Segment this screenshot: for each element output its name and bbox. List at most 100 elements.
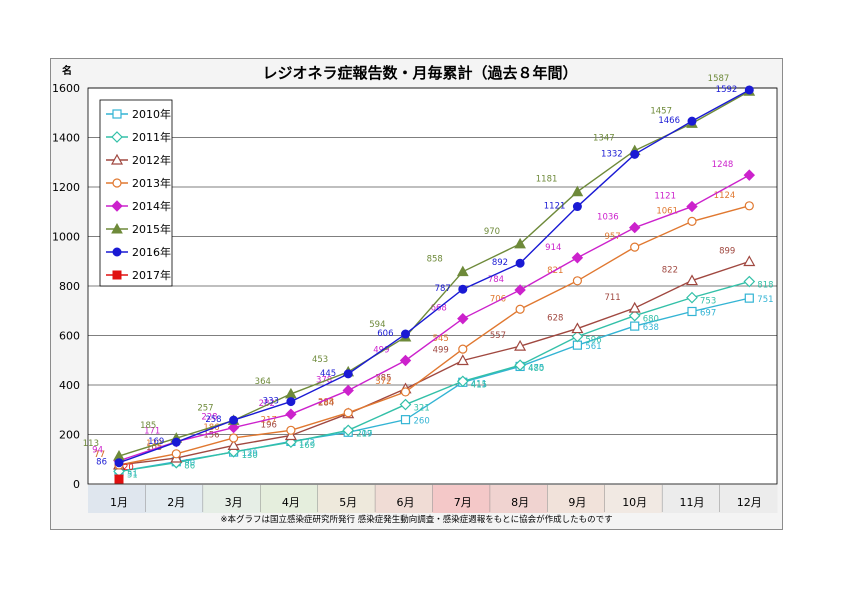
- data-label: 818: [757, 281, 773, 291]
- data-label: 697: [700, 308, 716, 318]
- data-point: [400, 415, 411, 425]
- legend-marker: [112, 247, 122, 257]
- data-label: 1248: [712, 160, 734, 170]
- data-point: [342, 424, 355, 437]
- month-band: [547, 485, 606, 513]
- legend-label: 2017年: [132, 268, 171, 282]
- data-label: 1466: [658, 116, 680, 126]
- data-point: [628, 301, 641, 313]
- data-label: 217: [261, 415, 277, 425]
- legend-marker: [111, 131, 123, 143]
- x-tick-label: 8月: [511, 496, 529, 509]
- data-label: 453: [312, 355, 328, 365]
- data-label: 499: [433, 345, 449, 355]
- data-label: 51: [127, 468, 138, 478]
- data-label: 561: [585, 342, 601, 352]
- x-tick-label: 12月: [737, 496, 762, 509]
- data-label: 156: [203, 430, 219, 440]
- data-label: 480: [528, 364, 544, 374]
- data-label: 105: [146, 443, 162, 453]
- data-point: [514, 284, 526, 296]
- x-tick-label: 11月: [680, 496, 705, 509]
- data-label: 217: [356, 429, 372, 439]
- data-label: 899: [719, 246, 735, 256]
- data-point: [744, 85, 754, 95]
- x-tick-label: 5月: [339, 496, 357, 509]
- data-point: [687, 306, 697, 317]
- month-band: [260, 485, 319, 513]
- series-line: [118, 280, 750, 473]
- y-tick-label: 0: [73, 478, 80, 491]
- data-label: 169: [148, 437, 164, 447]
- data-label: 321: [414, 404, 430, 414]
- data-point: [171, 449, 181, 459]
- chart-title: レジオネラ症報告数・月毎累計（過去８年間）: [262, 64, 577, 82]
- data-label: 77: [94, 450, 105, 460]
- data-label: 284: [318, 399, 334, 409]
- data-point: [686, 200, 698, 213]
- footnote: ※本グラフは国立感染症研究所発行 感染症発生動向調査・感染症週報をもとに協会が作…: [220, 515, 613, 525]
- data-label: 628: [547, 314, 563, 324]
- data-label: 753: [700, 297, 716, 307]
- data-label: 77: [94, 450, 105, 460]
- data-point: [514, 339, 527, 351]
- data-point: [458, 344, 468, 354]
- data-label: 385: [375, 374, 391, 384]
- month-band: [719, 485, 778, 513]
- x-tick-label: 3月: [225, 496, 243, 509]
- data-label: 1592: [716, 85, 738, 95]
- series-line: [118, 205, 750, 466]
- data-label: 86: [96, 458, 107, 468]
- data-label: 209: [356, 429, 372, 439]
- month-band: [145, 485, 204, 513]
- month-band: [317, 485, 376, 513]
- data-point: [456, 265, 469, 277]
- data-label: 1121: [654, 192, 676, 202]
- data-point: [514, 237, 526, 249]
- data-point: [227, 439, 240, 450]
- data-point: [630, 149, 640, 159]
- data-label: 172: [299, 438, 315, 448]
- data-point: [286, 397, 296, 407]
- data-label: 970: [484, 227, 500, 237]
- series-line: [118, 89, 750, 464]
- data-label: 1332: [601, 149, 623, 159]
- data-label: 411: [471, 379, 487, 389]
- legend-label: 2013年: [132, 176, 171, 190]
- data-label: 445: [320, 369, 336, 379]
- data-point: [114, 458, 124, 468]
- data-point: [114, 474, 124, 484]
- data-point: [571, 322, 584, 334]
- data-point: [572, 202, 582, 212]
- data-label: 130: [242, 451, 258, 461]
- data-point: [342, 384, 354, 397]
- data-point: [744, 201, 754, 211]
- y-axis-label: 名: [62, 64, 72, 77]
- data-label: 171: [144, 427, 160, 437]
- data-point: [571, 252, 584, 264]
- data-label: 751: [757, 295, 773, 305]
- legend-marker: [110, 153, 124, 165]
- series-line: [118, 260, 750, 466]
- data-point: [687, 116, 697, 126]
- data-label: 51: [127, 470, 138, 480]
- data-label: 914: [545, 243, 561, 253]
- data-point: [456, 375, 469, 388]
- data-point: [685, 274, 699, 286]
- y-tick-label: 800: [59, 280, 80, 293]
- x-tick-label: 7月: [454, 496, 472, 509]
- data-point: [571, 185, 584, 197]
- data-point: [399, 354, 412, 367]
- data-label: 784: [488, 275, 504, 285]
- x-tick-label: 2月: [167, 496, 185, 509]
- data-point: [743, 255, 756, 267]
- data-label: 86: [184, 462, 195, 472]
- data-label: 90: [184, 459, 195, 469]
- data-label: 169: [299, 441, 315, 451]
- legend-marker: [111, 222, 123, 234]
- data-label: 364: [255, 377, 271, 387]
- legend-box: [99, 99, 173, 287]
- month-band: [375, 485, 433, 513]
- data-label: 1587: [708, 74, 730, 84]
